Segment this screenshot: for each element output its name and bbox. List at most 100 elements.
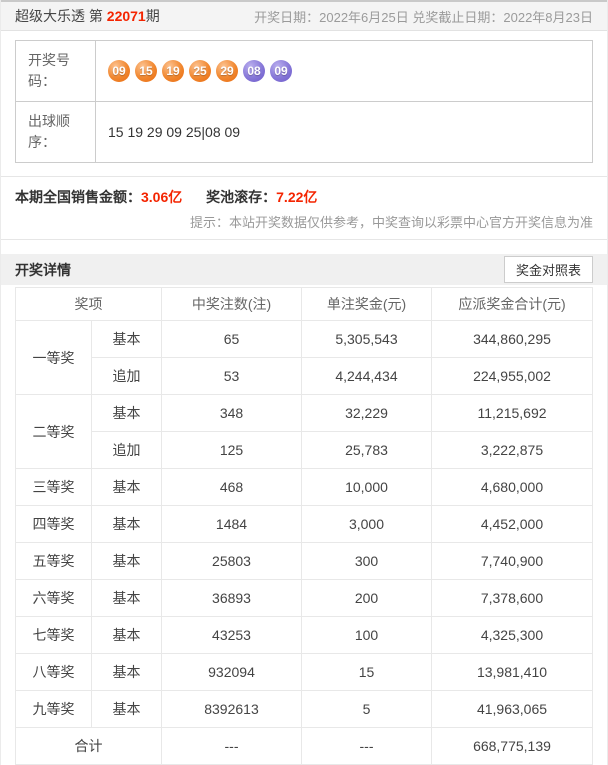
prize-compare-button[interactable]: 奖金对照表 [503, 256, 593, 283]
back-ball: 08 [243, 60, 265, 82]
pool-amount-value: 7.22亿 [276, 189, 318, 205]
table-row: 二等奖 基本 348 32,229 11,215,692 [15, 394, 593, 469]
prize-table-header-row: 奖项 中奖注数(注) 单注奖金(元) 应派奖金合计(元) [15, 287, 593, 321]
prize-table-head: 奖项 中奖注数(注) 单注奖金(元) 应派奖金合计(元) [15, 287, 593, 321]
table-row: 追加 125 25,783 3,222,875 [16, 431, 593, 469]
total-prize-cell: 4,325,300 [431, 616, 593, 654]
total-prize-cell: 4,680,000 [431, 468, 593, 506]
prize-name-cell: 四等奖 [15, 505, 92, 543]
total-amount-cell: 668,775,139 [431, 727, 593, 765]
draw-numbers-label: 开奖号码： [15, 40, 96, 102]
total-prize-cell: 344,860,295 [431, 320, 593, 358]
sales-amount-value: 3.06亿 [141, 189, 183, 205]
prize-name-cell: 三等奖 [15, 468, 92, 506]
details-title: 开奖详情 [15, 261, 71, 278]
draw-order-label: 出球顺序： [15, 101, 96, 163]
total-count-cell: --- [161, 727, 302, 765]
draw-date: 开奖日期：2022年6月25日 [254, 9, 409, 25]
table-row: 九等奖 基本 8392613 5 41,963,065 [15, 690, 593, 728]
winner-count-cell: 125 [161, 431, 302, 469]
single-prize-cell: 100 [301, 616, 432, 654]
single-prize-cell: 25,783 [301, 431, 432, 469]
sales-line: 本期全国销售金额：3.06亿 奖池滚存：7.22亿 提示：本站开奖数据仅供参考，… [15, 187, 593, 231]
issue-number: 22071 [106, 8, 146, 24]
prize-type-cell: 基本 [91, 690, 162, 728]
total-prize-cell: 7,378,600 [431, 579, 593, 617]
prize-type-cell: 追加 [91, 431, 162, 469]
single-prize-cell: 3,000 [301, 505, 432, 543]
total-label-cell: 合计 [15, 727, 162, 765]
winner-count-cell: 8392613 [161, 690, 302, 728]
prize-type-cell: 基本 [91, 394, 162, 432]
date-info: 开奖日期：2022年6月25日 兑奖截止日期：2022年8月23日 [254, 7, 593, 26]
prize-type-cell: 基本 [91, 505, 162, 543]
front-ball: 09 [108, 60, 130, 82]
prize-table: 奖项 中奖注数(注) 单注奖金(元) 应派奖金合计(元) 一等奖 基本 65 5,30… [15, 287, 593, 765]
prize-type-cell: 基本 [91, 468, 162, 506]
prize-name-cell: 二等奖 [15, 394, 92, 469]
single-prize-cell: 15 [301, 653, 432, 691]
winner-count-cell: 43253 [161, 616, 302, 654]
deadline-date: 兑奖截止日期：2022年8月23日 [412, 9, 593, 25]
single-prize-cell: 10,000 [301, 468, 432, 506]
draw-order-value: 15 19 29 09 25|08 09 [95, 101, 593, 163]
table-row: 六等奖 基本 36893 200 7,378,600 [15, 579, 593, 617]
total-prize-cell: 4,452,000 [431, 505, 593, 543]
prize-name-cell: 一等奖 [15, 320, 92, 395]
single-prize-cell: 5,305,543 [301, 320, 432, 358]
front-ball: 15 [135, 60, 157, 82]
prize-name-cell: 九等奖 [15, 690, 92, 728]
total-prize-cell: 7,740,900 [431, 542, 593, 580]
prize-type-cell: 基本 [91, 653, 162, 691]
single-prize-cell: 4,244,434 [301, 357, 432, 395]
prize-name-cell: 八等奖 [15, 653, 92, 691]
table-row: 五等奖 基本 25803 300 7,740,900 [15, 542, 593, 580]
winner-count-cell: 53 [161, 357, 302, 395]
prize-name-cell: 六等奖 [15, 579, 92, 617]
prize-type-cell: 追加 [91, 357, 162, 395]
details-bar: 开奖详情 奖金对照表 [1, 254, 607, 285]
table-row: 追加 53 4,244,434 224,955,002 [16, 357, 593, 395]
draw-numbers-row: 开奖号码： 09 15 19 25 29 08 09 [15, 40, 593, 102]
single-prize-cell: 300 [301, 542, 432, 580]
single-prize-cell: 5 [301, 690, 432, 728]
winner-count-cell: 36893 [161, 579, 302, 617]
prize-name-cell: 七等奖 [15, 616, 92, 654]
front-ball: 25 [189, 60, 211, 82]
game-name: 超级大乐透 第 [15, 8, 107, 24]
winner-count-cell: 25803 [161, 542, 302, 580]
table-row: 四等奖 基本 1484 3,000 4,452,000 [15, 505, 593, 543]
table-row: 一等奖 基本 65 5,305,543 344,860,295 [15, 320, 593, 395]
column-header-single: 单注奖金(元) [301, 287, 432, 321]
total-prize-cell: 11,215,692 [431, 394, 593, 432]
prize-type-cell: 基本 [91, 579, 162, 617]
total-prize-cell: 3,222,875 [431, 431, 593, 469]
single-prize-cell: 200 [301, 579, 432, 617]
total-single-cell: --- [301, 727, 432, 765]
back-ball: 09 [270, 60, 292, 82]
issue-suffix: 期 [145, 8, 160, 24]
column-header-prize: 奖项 [15, 287, 162, 321]
column-header-count: 中奖注数(注) [161, 287, 302, 321]
sales-amount: 本期全国销售金额：3.06亿 [15, 189, 183, 205]
winner-count-cell: 65 [161, 320, 302, 358]
winner-count-cell: 468 [161, 468, 302, 506]
column-header-total: 应派奖金合计(元) [431, 287, 593, 321]
total-prize-cell: 224,955,002 [431, 357, 593, 395]
table-row: 三等奖 基本 468 10,000 4,680,000 [15, 468, 593, 506]
prize-type-cell: 基本 [91, 320, 162, 358]
draw-numbers-balls: 09 15 19 25 29 08 09 [95, 40, 593, 102]
sales-section: 本期全国销售金额：3.06亿 奖池滚存：7.22亿 提示：本站开奖数据仅供参考，… [1, 176, 607, 240]
pool-amount: 奖池滚存：7.22亿 [206, 189, 318, 205]
total-prize-cell: 13,981,410 [431, 653, 593, 691]
draw-info-table: 开奖号码： 09 15 19 25 29 08 09 出球顺序： 15 19 29 09 2… [15, 40, 593, 163]
balls: 09 15 19 25 29 08 09 [108, 60, 297, 82]
page-title: 超级大乐透 第 22071期 [15, 6, 160, 26]
disclaimer-hint: 提示：本站开奖数据仅供参考，中奖查询以彩票中心官方开奖信息为准 [189, 215, 593, 230]
single-prize-cell: 32,229 [301, 394, 432, 432]
top-bar: 超级大乐透 第 22071期 开奖日期：2022年6月25日 兑奖截止日期：20… [1, 0, 607, 31]
prize-table-body: 一等奖 基本 65 5,305,543 344,860,295 追加 53 4,244,434… [15, 320, 593, 765]
prize-type-cell: 基本 [91, 542, 162, 580]
draw-order-row: 出球顺序： 15 19 29 09 25|08 09 [15, 101, 593, 163]
